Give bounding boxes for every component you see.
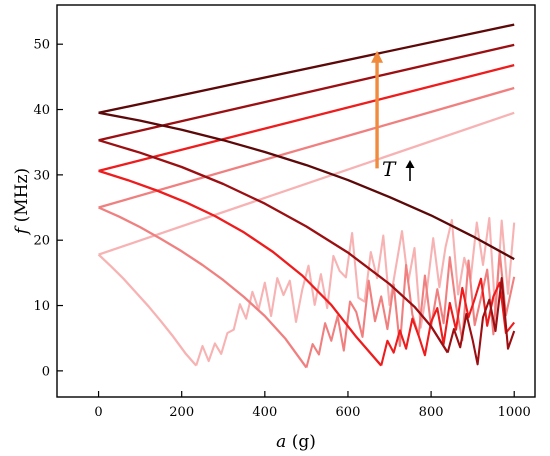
y-tick-label: 10 <box>33 299 50 314</box>
upper-branch-line <box>98 63 515 173</box>
noise-line <box>446 277 516 366</box>
y-tick-label: 20 <box>33 234 50 249</box>
x-axis-title: a (g) <box>276 432 316 452</box>
x-tick-label: 800 <box>419 405 444 420</box>
series-2 <box>98 86 516 369</box>
noise-line <box>305 250 516 368</box>
x-tick-label: 1000 <box>498 405 531 420</box>
x-axis-ticks: 0 200 400 600 800 1000 <box>94 391 531 420</box>
series-layer <box>97 23 516 369</box>
trend-arrow <box>371 50 384 169</box>
x-tick-label: 400 <box>252 405 277 420</box>
noise-line <box>380 277 516 366</box>
y-axis-unit: (MHz) <box>12 168 32 222</box>
noise-line <box>195 216 516 366</box>
x-axis-unit: (g) <box>292 432 316 452</box>
series-1 <box>97 111 516 367</box>
lower-branch-line <box>98 169 383 367</box>
temperature-up-arrow-icon <box>405 160 415 181</box>
x-tick-label: 200 <box>169 405 194 420</box>
upper-branch-line <box>98 23 515 114</box>
temperature-annotation: T <box>382 157 397 181</box>
upper-branch-line <box>98 86 515 209</box>
y-tick-label: 30 <box>33 168 50 183</box>
y-axis-variable: f <box>12 225 32 236</box>
trend-arrow-head <box>371 50 384 63</box>
lower-branch-line <box>98 139 449 354</box>
series-5 <box>98 23 515 261</box>
lower-branch-line <box>98 111 515 261</box>
upper-branch-line <box>98 43 515 142</box>
y-axis-title: f (MHz) <box>12 168 32 236</box>
y-axis-ticks: 0 10 20 30 40 50 <box>33 38 63 379</box>
y-tick-label: 50 <box>33 38 50 53</box>
y-tick-label: 40 <box>33 103 50 118</box>
plot-frame <box>56 4 536 398</box>
x-tick-label: 600 <box>336 405 361 420</box>
series-4 <box>98 43 516 366</box>
x-axis-variable: a <box>276 432 286 452</box>
lower-branch-line <box>97 253 198 367</box>
y-tick-label: 0 <box>42 364 50 379</box>
lower-branch-line <box>98 206 308 369</box>
series-3 <box>98 63 516 367</box>
upper-branch-line <box>98 111 515 256</box>
x-tick-label: 0 <box>94 405 102 420</box>
